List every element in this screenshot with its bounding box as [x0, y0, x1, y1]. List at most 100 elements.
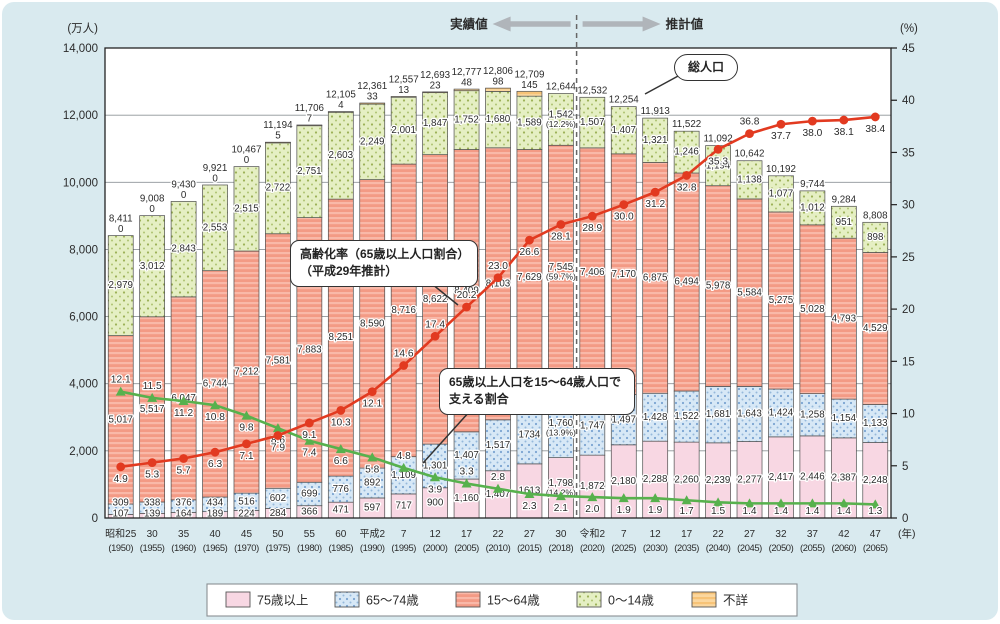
total-value: 12,709	[514, 69, 544, 80]
circle-marker	[367, 387, 377, 397]
triangle-marker	[744, 498, 755, 508]
legend-swatch-pink	[225, 591, 251, 608]
bar-2020	[579, 96, 606, 519]
total-value: 11,913	[641, 106, 671, 117]
line-value: 2.1	[554, 503, 568, 514]
segment-value: 1,154	[832, 413, 857, 424]
segment-value: 1,747	[580, 420, 605, 431]
unknown-value: 4	[338, 100, 344, 111]
total-value: 9,284	[832, 194, 857, 205]
line-value: 30.0	[614, 212, 634, 223]
support-ratio-callout: 65歳以上人口を15～64歳人口で支える割合	[439, 368, 635, 415]
segment-0～14歳	[359, 103, 386, 180]
circle-marker	[336, 406, 346, 415]
circle-marker	[210, 447, 220, 457]
actual-projection-arrows: 実績値 推計値	[450, 16, 704, 32]
line-value: 38.4	[865, 124, 885, 135]
support-ratio-line: 12.111.511.2 10.89.88.67.46.65.84.83.93.3…	[110, 373, 884, 518]
x-year-label: (1975)	[266, 542, 291, 553]
triangle-marker	[493, 483, 503, 493]
triangle-marker	[178, 396, 189, 406]
right-axis-tick: 5	[902, 461, 908, 473]
segment-value: 6,875	[643, 272, 668, 283]
segment-value: 1,752	[454, 115, 479, 126]
circle-marker	[556, 220, 566, 229]
x-era-label: 12	[430, 529, 442, 540]
bar-2065	[862, 221, 889, 519]
segment-65～74歳	[799, 393, 826, 437]
right-axis-tick: 15	[902, 356, 915, 368]
line-value: 1.9	[648, 505, 662, 516]
segment-value: 1,012	[800, 202, 825, 213]
x-year-label: (2060)	[831, 542, 856, 553]
line-value: 37.7	[771, 131, 791, 142]
triangle-marker	[713, 497, 724, 507]
segment-75歳以上	[485, 470, 511, 519]
x-era-label: 昭和25	[105, 528, 137, 540]
x-era-label: 47	[870, 529, 882, 540]
segment-0～14歳	[233, 166, 260, 252]
segment-value: 1,133	[863, 418, 888, 429]
right-axis-unit: (%)	[900, 23, 918, 35]
legend-swatch-orange-stripes	[691, 591, 717, 608]
segment-value: 2,979	[108, 280, 133, 291]
total-value: 10,467	[231, 145, 261, 156]
total-value: 9,921	[203, 163, 228, 174]
line-value: 5.8	[365, 464, 379, 475]
bar-1980	[296, 124, 323, 519]
x-era-label: 17	[681, 529, 693, 540]
unknown-value: 13	[398, 85, 409, 96]
segment-value: 366	[301, 506, 318, 517]
segment-0～14歳	[107, 235, 134, 336]
segment-不詳	[359, 102, 386, 105]
total-population-callout: 総人口	[674, 54, 739, 82]
unknown-value: 145	[521, 80, 538, 91]
segment-不詳	[296, 124, 323, 127]
segment-value: 892	[364, 478, 380, 489]
line-value: 4.9	[114, 474, 128, 485]
segment-value: 2,180	[611, 476, 636, 487]
x-era-label: 37	[807, 529, 819, 540]
unknown-value: 0	[149, 204, 155, 215]
x-era-label: 7	[401, 529, 407, 540]
segment-value: 284	[270, 508, 287, 519]
x-era-label: 22	[492, 529, 504, 540]
total-value: 10,642	[735, 149, 765, 160]
bar-2045	[736, 160, 763, 519]
segment-不詳	[485, 87, 511, 92]
segment-65～74歳	[327, 475, 354, 503]
triangle-marker	[241, 410, 252, 420]
legend-label: 15～64歳	[487, 594, 540, 608]
segment-value: 1,077	[769, 188, 794, 199]
total-value: 8,808	[863, 210, 888, 221]
total-callout-tail	[644, 74, 681, 95]
segment-value: 2,288	[643, 474, 668, 485]
total-value: 11,092	[703, 134, 732, 145]
segment-15～64歳	[673, 172, 700, 392]
line-value: 5.3	[145, 470, 159, 481]
x-year-label: (2010)	[486, 542, 511, 553]
x-era-label: 35	[178, 529, 190, 540]
line-value: 3.3	[459, 467, 473, 478]
right-arrow-head	[642, 16, 661, 32]
segment-value: 1,321	[643, 135, 668, 146]
x-year-label: (2005)	[454, 542, 479, 553]
segment-value: 2,387	[832, 473, 857, 484]
line-value: 14.6	[394, 349, 414, 360]
segment-value: 471	[333, 505, 349, 516]
segment-15～64歳	[107, 335, 134, 505]
segment-value: 2,277	[737, 474, 762, 485]
total-value: 12,806	[483, 66, 514, 77]
segment-15～64歳	[265, 233, 291, 489]
segment-value: 1,246	[674, 147, 699, 158]
segment-value: 8,590	[360, 318, 385, 329]
segment-value: 7,581	[266, 356, 291, 367]
total-value: 12,777	[452, 67, 482, 78]
segment-65～74歳	[642, 392, 669, 442]
segment-value: 8,622	[423, 294, 448, 305]
segment-15～64歳	[768, 211, 794, 390]
circle-marker	[399, 361, 409, 370]
year-axis-unit: (年)	[898, 527, 916, 540]
unknown-value: 0	[244, 155, 250, 166]
segment-value: 1,194	[706, 160, 731, 171]
